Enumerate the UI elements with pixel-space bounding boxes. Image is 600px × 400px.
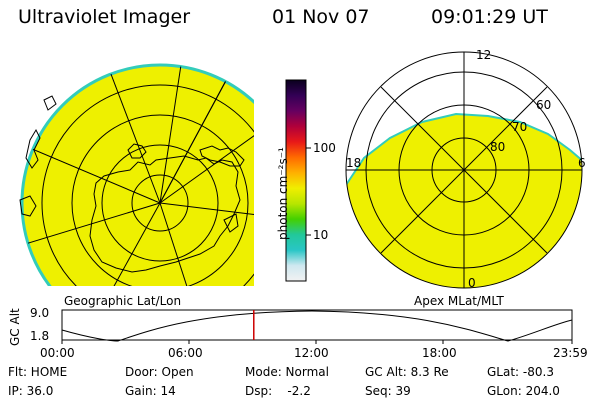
coastlines <box>19 95 245 273</box>
apex-mlt-0: 0 <box>468 276 476 290</box>
colorbar-ticks <box>306 147 311 236</box>
status-glat: GLat: -80.3 <box>487 365 554 379</box>
altitude-xtick-0600: 06:00 <box>168 346 203 360</box>
altitude-ticks <box>61 340 573 344</box>
geographic-map <box>19 63 254 286</box>
status-mode: Mode: Normal <box>245 365 329 379</box>
status-glon: GLon: 204.0 <box>487 384 560 398</box>
colorbar-tick-100: 100 <box>313 141 336 155</box>
status-door: Door: Open <box>125 365 194 379</box>
altitude-xtick-1800: 18:00 <box>422 346 457 360</box>
apex-label: Apex MLat/MLT <box>414 294 504 308</box>
altitude-ymax: 9.0 <box>30 306 50 320</box>
altitude-xtick-0000: 00:00 <box>40 346 75 360</box>
apex-grid <box>345 51 583 289</box>
status-flight: Flt: HOME <box>8 365 68 379</box>
apex-mlt-18: 18 <box>346 156 362 170</box>
apex-map <box>345 51 583 289</box>
geographic-disk <box>20 63 254 286</box>
altitude-plot-frame <box>61 309 573 341</box>
status-gc-alt: GC Alt: 8.3 Re <box>365 365 449 379</box>
geographic-label: Geographic Lat/Lon <box>64 294 182 308</box>
apex-mlt-6: 6 <box>578 156 586 170</box>
app-title: Ultraviolet Imager <box>18 6 191 28</box>
colorbar-units: photon cm⁻²s⁻¹ <box>276 147 290 240</box>
status-seq: Seq: 39 <box>365 384 411 398</box>
status-gain: Gain: 14 <box>125 384 176 398</box>
apex-lat-80: 80 <box>490 140 506 154</box>
apex-lat-70: 70 <box>512 120 528 134</box>
altitude-plot <box>61 309 573 344</box>
altitude-curve <box>61 310 573 342</box>
apex-lat-60: 60 <box>536 98 552 112</box>
date-label: 01 Nov 07 <box>272 6 370 28</box>
altitude-xtick-1200: 12:00 <box>294 346 329 360</box>
time-label: 09:01:29 UT <box>431 6 548 28</box>
colorbar-tick-10: 10 <box>313 228 329 242</box>
altitude-ymin: 1.8 <box>30 329 50 343</box>
altitude-ylabel: GC Alt <box>8 308 22 346</box>
colorbar <box>285 79 307 282</box>
altitude-xtick-2359: 23:59 <box>553 346 588 360</box>
apex-mlt-12: 12 <box>476 48 492 62</box>
status-ip: IP: 36.0 <box>8 384 54 398</box>
status-dsp: Dsp: -2.2 <box>245 384 311 398</box>
